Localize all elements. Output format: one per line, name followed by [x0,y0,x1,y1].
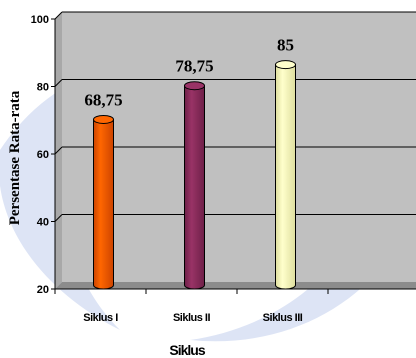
bar-top [184,81,205,91]
bar [184,81,205,290]
bar-body [184,85,205,290]
bar [275,60,296,290]
data-label: 85 [277,36,294,55]
plot-area [54,11,416,290]
y-tick-label: 60 [37,149,49,161]
bar-body [275,64,296,290]
x-ticks [54,289,329,294]
data-labels: 68,75 78,75 85 [84,36,294,110]
y-tick-label: 40 [37,217,49,229]
bar-top [275,60,296,70]
category-label: Siklus III [263,312,303,324]
y-ticks: 20 40 60 80 100 [31,14,55,296]
y-tick-label: 20 [37,284,49,296]
data-label: 68,75 [84,90,122,109]
data-label: 78,75 [175,57,213,76]
bar-top [93,114,114,124]
gridline-side [54,214,63,222]
y-axis-title: Persentase Rata-rata [7,90,23,225]
gridline-side [54,146,63,155]
bar-body [93,118,114,290]
gridline-side [54,11,63,20]
y-tick-label: 80 [37,82,49,94]
gridline-side [54,79,63,87]
gridlines [54,11,416,222]
plot-floor [55,282,416,289]
category-label: Siklus II [173,312,211,324]
bars [93,60,296,290]
bar [93,114,114,290]
category-label: Siklus I [83,312,118,324]
x-axis-title: Siklus [169,342,205,358]
category-labels: Siklus I Siklus II Siklus III [83,312,303,324]
y-tick-label: 100 [31,14,49,26]
